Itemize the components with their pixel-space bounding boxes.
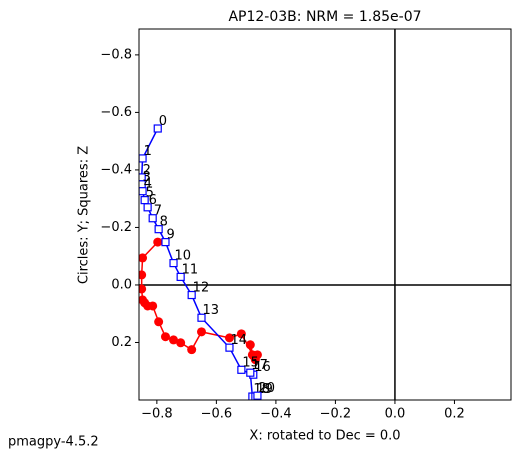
- plot-frame: [138, 28, 512, 401]
- y-tick-label: −0.2: [100, 220, 132, 235]
- series-line: [140, 128, 258, 398]
- circle-point: [160, 332, 170, 342]
- point-label: 8: [160, 215, 168, 230]
- x-tick-label: −0.2: [320, 407, 352, 422]
- x-tick-label: 0.2: [444, 407, 465, 422]
- square-point: [237, 365, 246, 374]
- square-point: [225, 343, 234, 352]
- y-tick-label: 0.0: [111, 277, 132, 292]
- square-point: [253, 391, 262, 400]
- point-label: 13: [202, 303, 219, 318]
- square-point: [143, 203, 152, 212]
- chart-title: AP12-03B: NRM = 1.85e-07: [228, 9, 421, 25]
- circle-point: [169, 335, 179, 345]
- x-tick-label: −0.4: [260, 407, 292, 422]
- point-label: 9: [166, 228, 174, 243]
- point-label: 5: [146, 186, 154, 201]
- point-label: 10: [175, 249, 192, 264]
- point-label: 7: [154, 204, 162, 219]
- square-point: [197, 313, 206, 322]
- point-label: 20: [258, 381, 275, 396]
- point-label: 14: [230, 333, 247, 348]
- circle-point: [187, 345, 197, 355]
- y-tick-label: 0.2: [111, 335, 132, 350]
- footer: pmagpy-4.5.2: [8, 435, 99, 450]
- circle-point: [148, 301, 158, 311]
- circle-point: [252, 350, 262, 360]
- y-tick-label: −0.6: [100, 105, 132, 120]
- y-tick-label: −0.8: [100, 47, 132, 62]
- x-tick-label: 0.0: [385, 407, 406, 422]
- point-label: 0: [159, 114, 167, 129]
- circle-point: [224, 333, 234, 343]
- square-point: [187, 290, 196, 300]
- circle-point: [154, 317, 164, 327]
- y-tick-label: −0.4: [100, 162, 132, 177]
- circle-point: [236, 329, 246, 339]
- x-tick-label: −0.8: [141, 407, 173, 422]
- x-tick-label: −0.6: [201, 407, 233, 422]
- x-axis-label: X: rotated to Dec = 0.0: [249, 429, 400, 444]
- point-label: 16: [254, 360, 271, 375]
- circle-point: [153, 237, 163, 247]
- point-label: 6: [149, 193, 157, 208]
- circle-point: [139, 253, 148, 263]
- square-point: [161, 238, 170, 247]
- y-axis-label: Circles: Y; Squares: Z: [77, 146, 92, 284]
- square-point: [154, 225, 163, 234]
- point-label: 12: [193, 281, 210, 296]
- square-point: [246, 368, 255, 377]
- square-point: [169, 259, 178, 268]
- point-label: 3: [143, 170, 151, 185]
- circle-point: [245, 340, 255, 350]
- point-label: 11: [182, 262, 199, 277]
- square-point: [176, 272, 185, 282]
- point-label: 4: [144, 177, 152, 192]
- point-label: 1: [144, 144, 152, 159]
- square-point: [148, 214, 157, 223]
- point-label: 17: [251, 358, 268, 373]
- circle-point: [196, 327, 206, 337]
- circle-point: [139, 270, 147, 280]
- circle-point: [176, 338, 186, 348]
- point-label: 15: [242, 355, 259, 370]
- point-label: 2: [143, 163, 151, 178]
- circle-point: [139, 284, 147, 294]
- square-point: [153, 124, 162, 133]
